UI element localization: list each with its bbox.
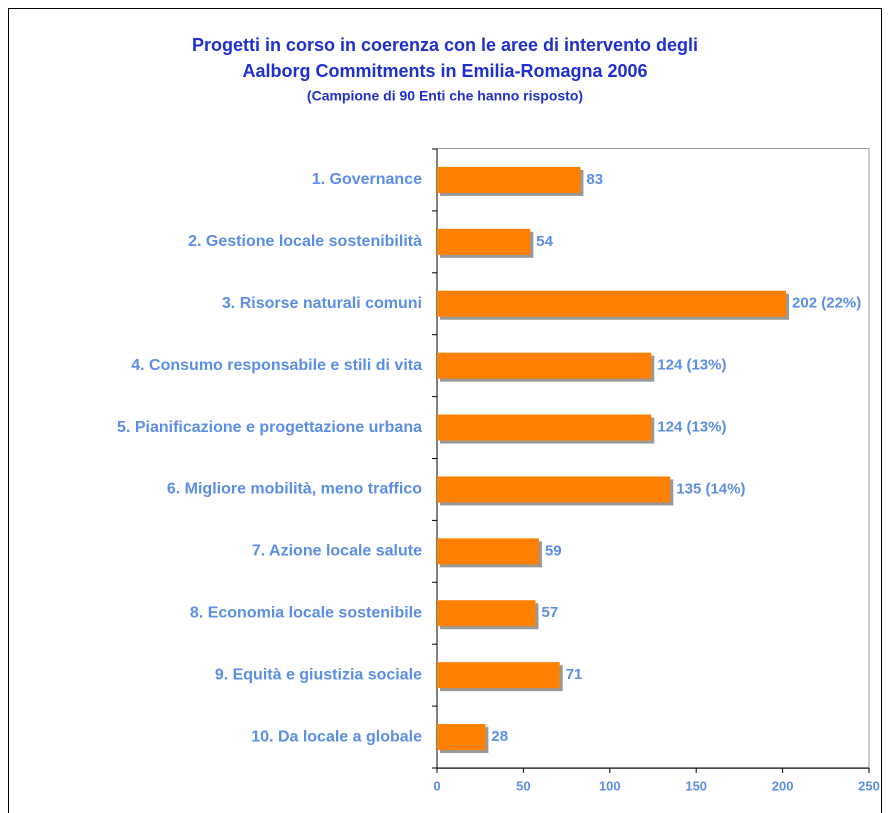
- bar: [437, 600, 536, 627]
- value-label: 28: [491, 728, 508, 745]
- chart-title: Aalborg Commitments in Emilia-Romagna 20…: [242, 61, 647, 81]
- y-tick-label: 3. Risorse naturali comuni: [222, 295, 422, 312]
- value-label: 54: [536, 233, 553, 250]
- bar: [437, 414, 652, 441]
- value-label: 71: [566, 666, 583, 683]
- value-label: 202 (22%): [792, 295, 861, 312]
- x-tick-label: 200: [772, 778, 794, 793]
- bar: [437, 228, 531, 255]
- x-tick-label: 0: [433, 778, 440, 793]
- bar: [437, 662, 560, 689]
- x-tick-label: 100: [599, 778, 621, 793]
- value-label: 135 (14%): [676, 480, 745, 497]
- bar: [437, 290, 787, 317]
- y-tick-label: 7. Azione locale salute: [252, 543, 422, 560]
- x-tick-label: 150: [685, 778, 707, 793]
- bar: [437, 538, 539, 565]
- value-label: 124 (13%): [657, 357, 726, 374]
- y-tick-label: 1. Governance: [312, 171, 422, 188]
- bar: [437, 476, 671, 503]
- x-tick-label: 50: [516, 778, 530, 793]
- value-label: 83: [586, 171, 603, 188]
- y-tick-label: 8. Economia locale sostenibile: [190, 604, 422, 621]
- y-tick-label: 4. Consumo responsabile e stili di vita: [131, 357, 422, 374]
- value-label: 57: [541, 604, 558, 621]
- chart-title: Progetti in corso in coerenza con le are…: [192, 35, 698, 55]
- y-tick-label: 10. Da locale a globale: [251, 728, 422, 745]
- chart-subtitle: (Campione di 90 Enti che hanno risposto): [307, 88, 583, 104]
- bar: [437, 166, 581, 193]
- value-label: 59: [545, 542, 562, 559]
- x-tick-label: 250: [858, 778, 880, 793]
- y-tick-label: 6. Migliore mobilità, meno traffico: [167, 481, 422, 498]
- chart-frame: [8, 8, 882, 813]
- bar: [437, 352, 652, 379]
- bar: [437, 724, 486, 751]
- y-tick-label: 5. Pianificazione e progettazione urbana: [117, 419, 422, 436]
- value-label: 124 (13%): [657, 419, 726, 436]
- y-tick-label: 9. Equità e giustizia sociale: [215, 666, 422, 683]
- y-tick-label: 2. Gestione locale sostenibilità: [188, 233, 422, 250]
